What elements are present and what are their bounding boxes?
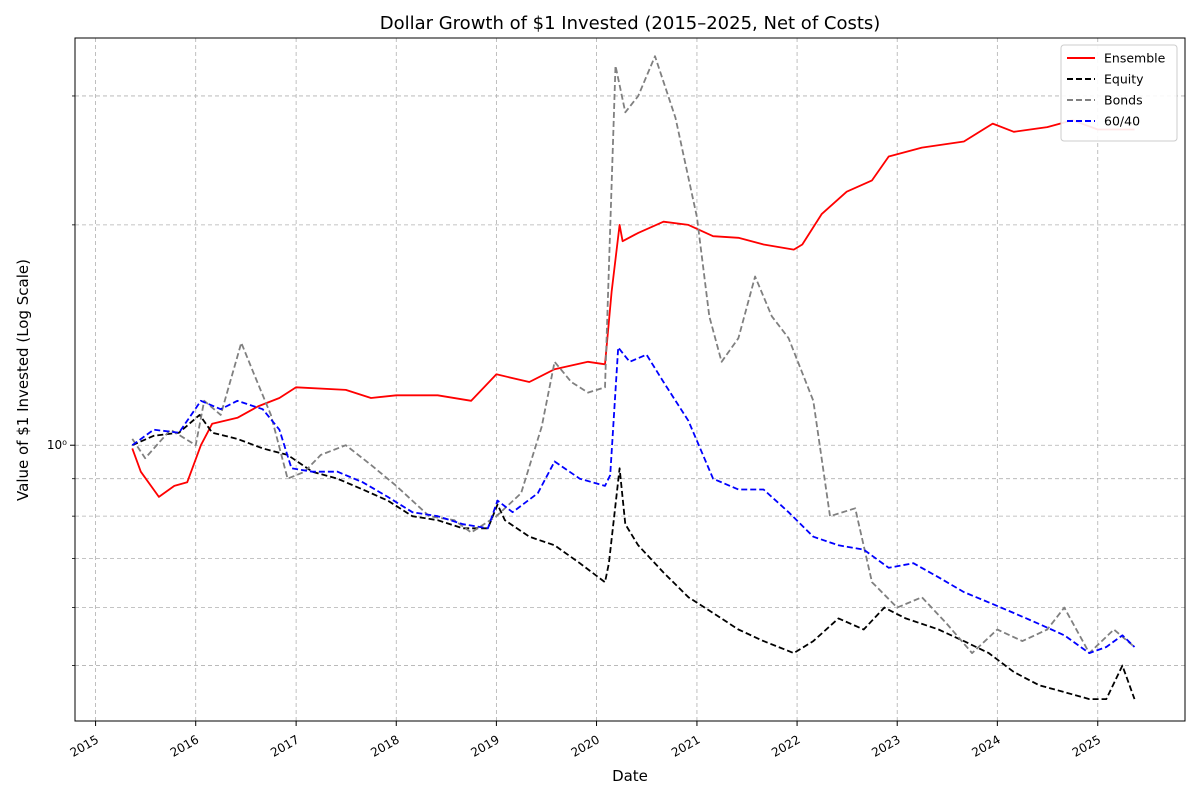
plot-frame xyxy=(74,37,1186,722)
series-line-3 xyxy=(131,346,1136,654)
legend-label: Ensemble xyxy=(1104,51,1166,66)
y-axis-ticks: 10⁰ xyxy=(47,95,75,666)
series-line-2 xyxy=(131,55,1136,654)
legend-label: 60/40 xyxy=(1104,114,1140,129)
series-lines xyxy=(131,55,1136,700)
series-line-0 xyxy=(131,119,1135,498)
x-axis-label: Date xyxy=(612,767,648,785)
chart-title: Dollar Growth of $1 Invested (2015–2025,… xyxy=(380,13,881,34)
y-axis-label: Value of $1 Invested (Log Scale) xyxy=(14,259,32,501)
legend-label: Equity xyxy=(1104,72,1144,87)
y-tick-label: 10⁰ xyxy=(47,438,67,452)
legend-box xyxy=(1060,44,1178,142)
legend: Ensemble Equity Bonds 60/40 xyxy=(1060,44,1178,142)
grid xyxy=(75,38,1185,721)
legend-label: Bonds xyxy=(1104,93,1143,108)
series-line-1 xyxy=(131,413,1136,700)
